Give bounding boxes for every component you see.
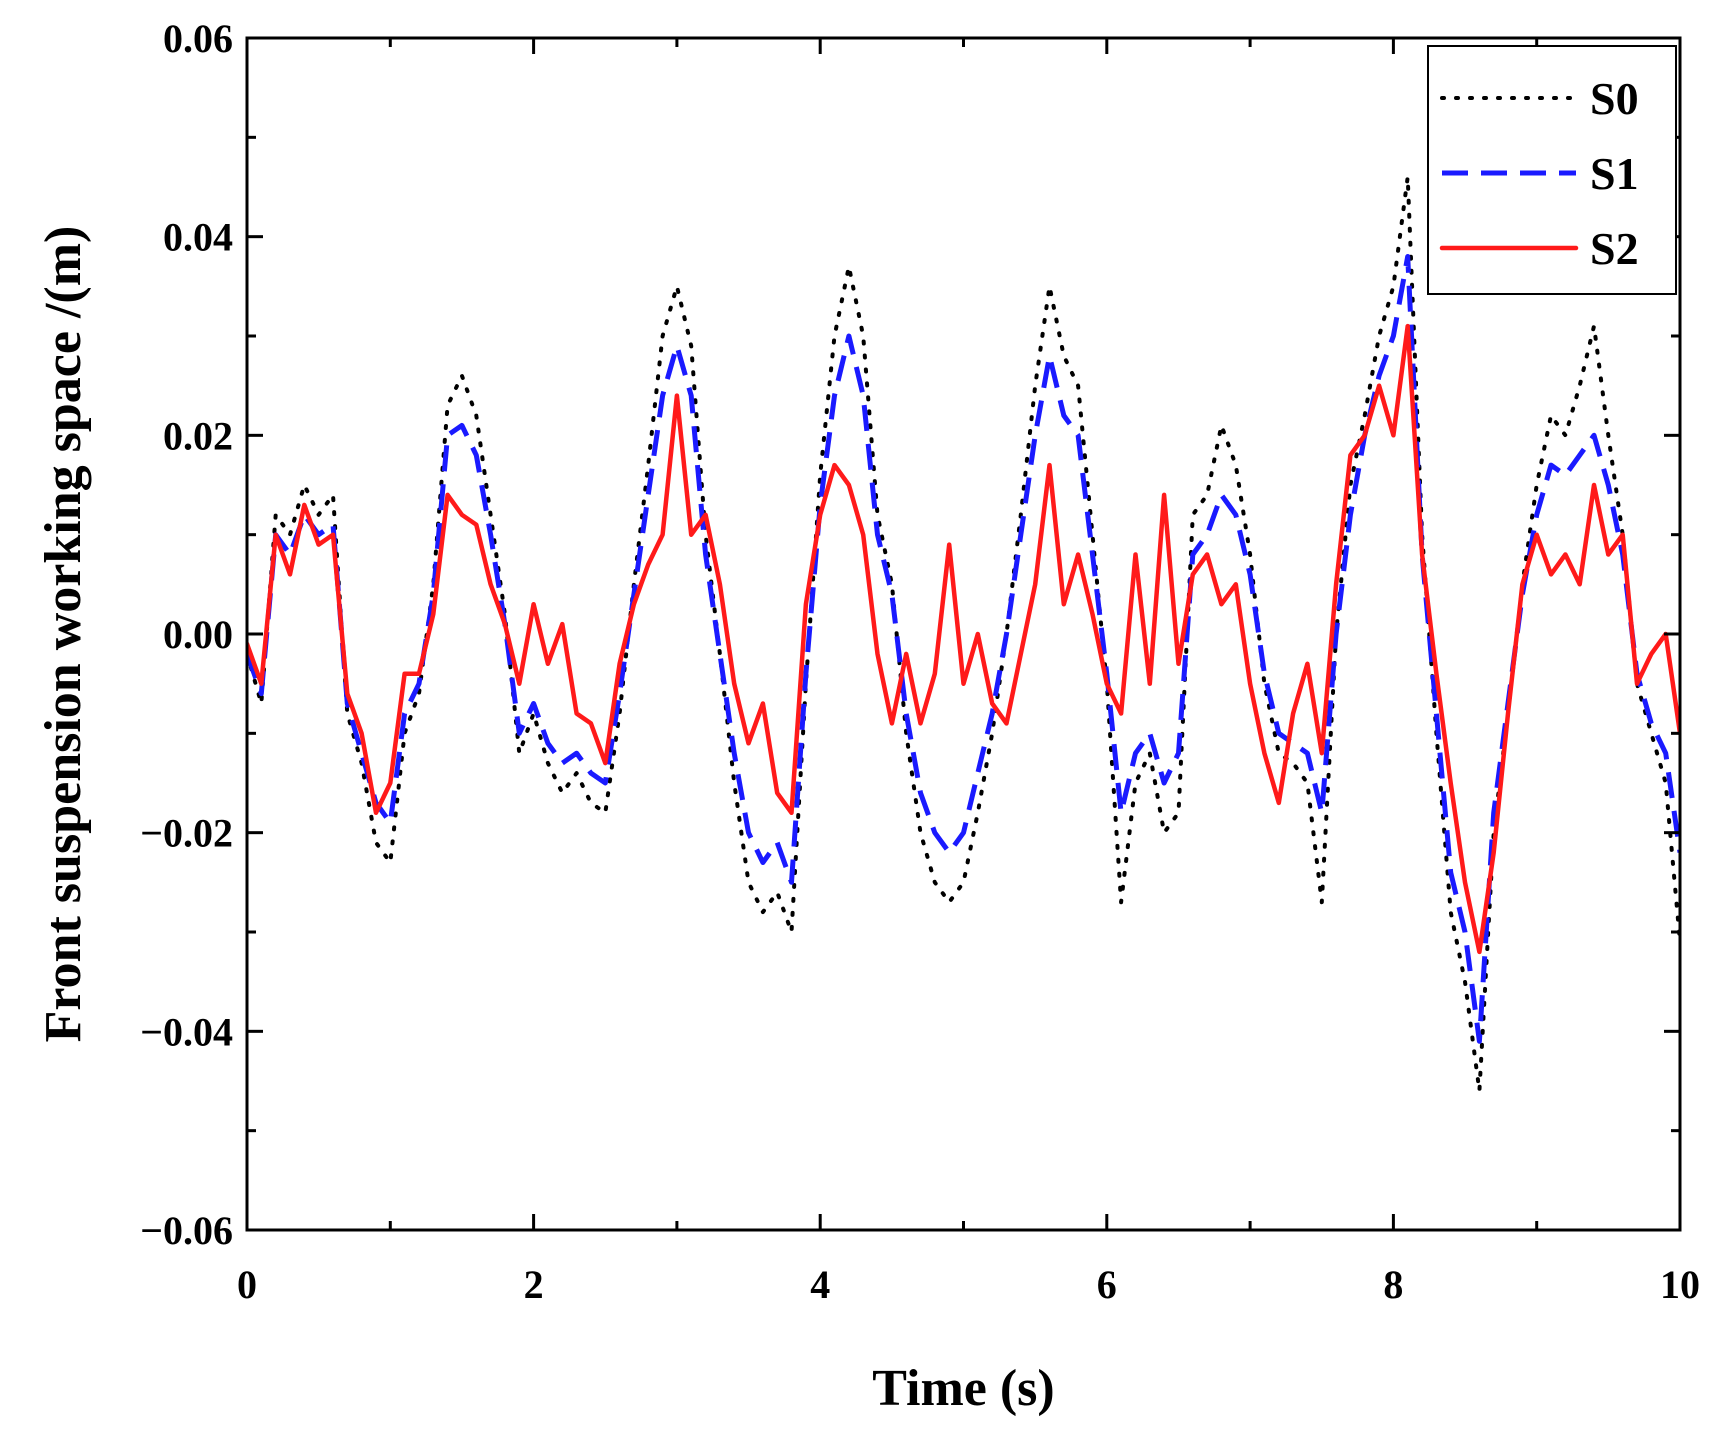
legend-box: [1427, 45, 1677, 295]
axes-layer: 0 2 4 6 8 10 −0.06 −0.04 −0.02 0.00 0.02 0.04 0.06: [140, 16, 1700, 1307]
series-line-s1: [247, 254, 1680, 1044]
y-tick-label: 0.00: [163, 612, 233, 657]
legend-label-s0: S0: [1590, 73, 1639, 124]
legend-label-s2: S2: [1590, 223, 1639, 274]
series-layer: [247, 175, 1680, 1093]
x-tick-label: 2: [524, 1262, 544, 1307]
y-tick-label: 0.06: [163, 16, 233, 61]
series-line-s0: [247, 175, 1680, 1093]
x-tick-label: 10: [1660, 1262, 1700, 1307]
x-tick-label: 4: [810, 1262, 830, 1307]
x-tick-label: 6: [1097, 1262, 1117, 1307]
legend-label-s1: S1: [1590, 148, 1639, 199]
y-tick-label: −0.06: [140, 1208, 233, 1253]
y-tick-label: −0.02: [140, 811, 233, 856]
x-tick-label: 8: [1383, 1262, 1403, 1307]
y-tick-label: 0.04: [163, 215, 233, 260]
x-axis-title: Time (s): [872, 1360, 1054, 1417]
series-line-s2: [247, 323, 1680, 955]
y-axis-title: Front suspension working space /(m): [35, 226, 92, 1043]
x-tick-label: 0: [237, 1262, 257, 1307]
legend: S0 S1 S2: [1427, 45, 1677, 295]
y-tick-label: 0.02: [163, 413, 233, 458]
y-tick-label: −0.04: [140, 1009, 233, 1054]
